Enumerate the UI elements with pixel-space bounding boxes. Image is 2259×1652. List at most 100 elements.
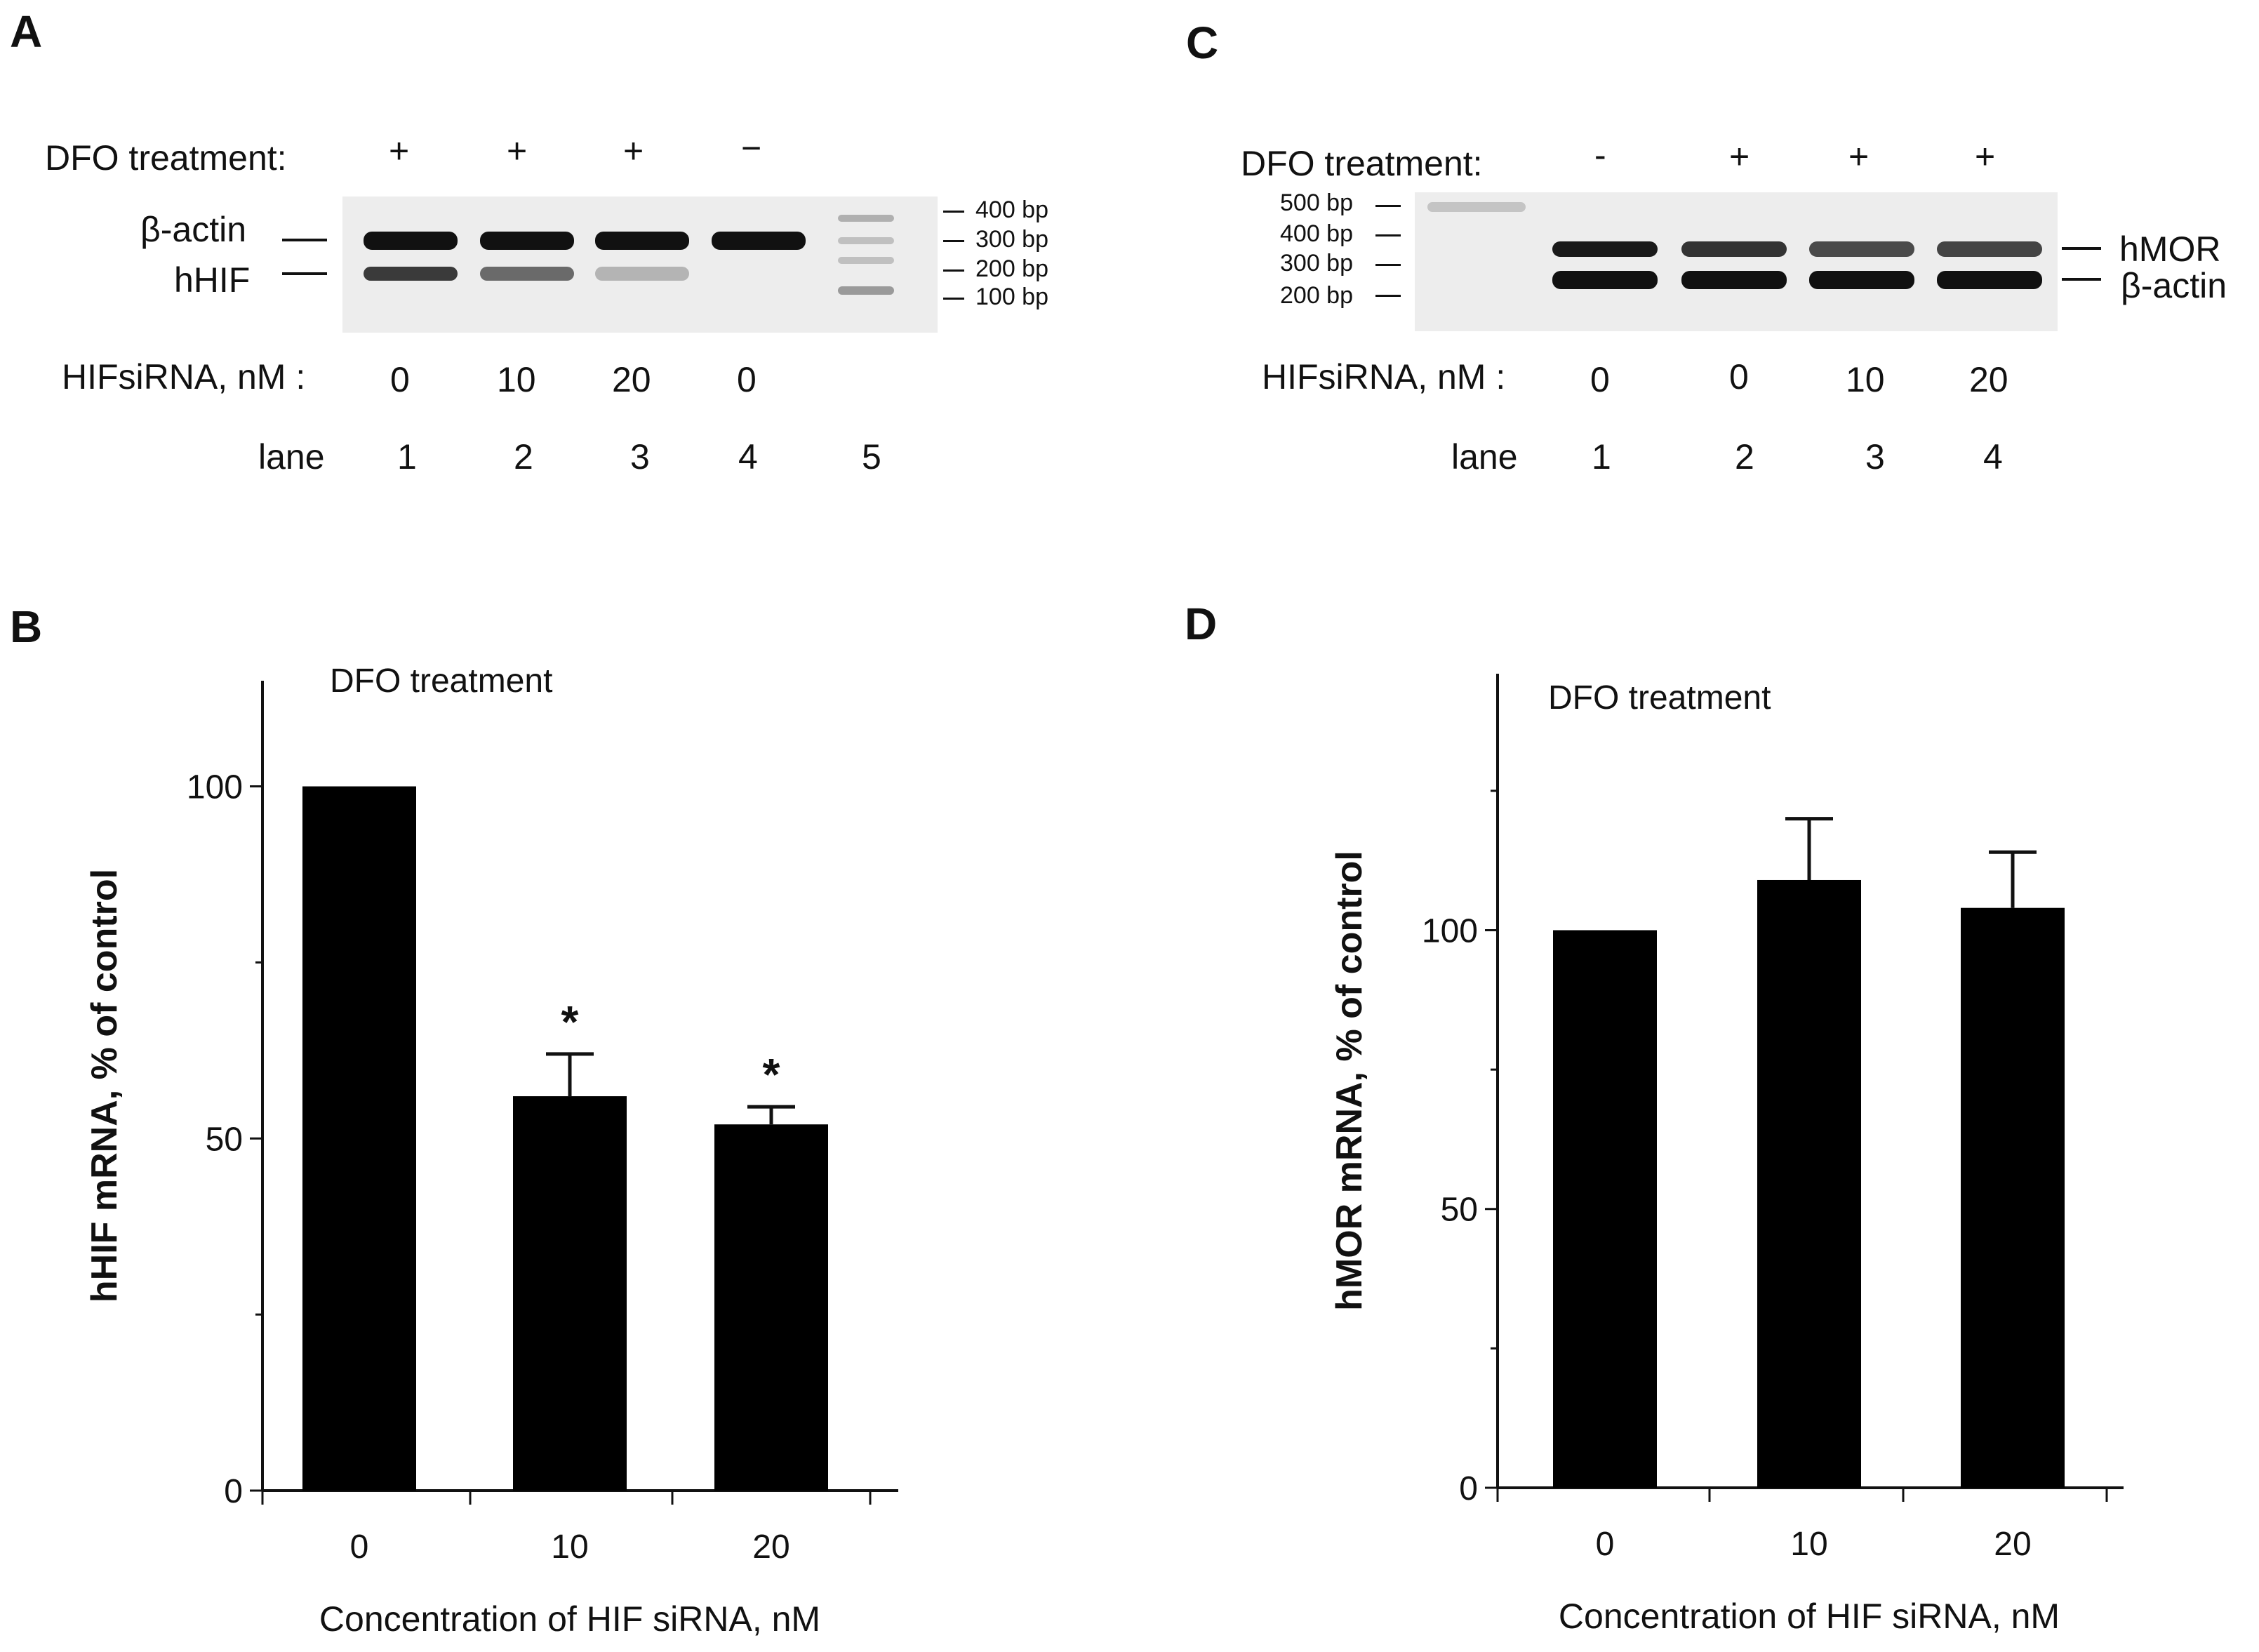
chart-d-xtick-label-10: 10 — [1790, 1526, 1827, 1563]
gel-a-lane1-actin — [364, 232, 458, 250]
chart-b-significance-10: * — [561, 997, 579, 1047]
panel-a-ladder-400: 400 bp — [975, 196, 1048, 223]
panel-d-letter: D — [1185, 599, 1218, 649]
gel-a-lane2-hif — [480, 267, 574, 281]
gel-a-ladder-2 — [838, 237, 894, 244]
chart-b: 0 50 100 0 * 10 * 20 DFO treatment Concentration … — [84, 662, 898, 1639]
panel-a-ladder-tick-200 — [943, 269, 964, 272]
panel-c-lane-4: 4 — [1983, 437, 2003, 477]
panel-a-ladder-tick-400 — [943, 211, 964, 213]
panel-c-dfo-sign-4: + — [1975, 137, 1996, 176]
gel-c-lane2-actin — [1681, 271, 1787, 289]
chart-d-annotation: DFO treatment — [1548, 679, 1771, 717]
chart-d-ytick-label-0: 0 — [1459, 1470, 1478, 1507]
panel-a-letter: A — [10, 6, 43, 57]
panel-a-ladder-200: 200 bp — [975, 255, 1048, 282]
panel-c-lane-2: 2 — [1735, 437, 1754, 477]
panel-a-band-marker-hif — [282, 272, 327, 275]
panel-a-gel — [342, 196, 938, 333]
panel-a-lane-5: 5 — [862, 437, 881, 477]
panel-c-sirna-2: 0 — [1729, 357, 1749, 397]
panel-a-band-label-hif: hHIF — [174, 260, 251, 300]
chart-d: 0 50 100 0 10 20 DFO treatment Concentration of… — [1329, 674, 2124, 1636]
chart-b-y-label: hHIF mRNA, % of control — [84, 869, 125, 1303]
panel-a-dfo-sign-4: − — [741, 128, 762, 168]
panel-c-gel — [1415, 192, 2058, 331]
gel-c-lane3-actin — [1809, 271, 1914, 289]
panel-a-lane-3: 3 — [630, 437, 650, 477]
panel-c-sirna-1: 0 — [1590, 360, 1610, 399]
panel-a-sirna-2: 10 — [497, 360, 536, 399]
chart-d-y-label: hMOR mRNA, % of control — [1329, 851, 1370, 1311]
chart-b-ytick-label-100: 100 — [187, 769, 243, 806]
panel-c-ladder-tick-200 — [1375, 295, 1401, 297]
gel-a-ladder-1 — [838, 215, 894, 222]
chart-b-ytick-label-50: 50 — [206, 1121, 243, 1158]
panel-a-band-marker-actin — [282, 239, 327, 241]
gel-a-ladder-3 — [838, 257, 894, 264]
chart-b-bar-0 — [302, 786, 416, 1491]
panel-a-sirna-4: 0 — [737, 360, 757, 399]
gel-c-ladder-1 — [1427, 202, 1526, 212]
panel-c-dfo-sign-2: + — [1729, 137, 1750, 176]
chart-d-x-label: Concentration of HIF siRNA, nM — [1559, 1597, 2060, 1636]
panel-a-lane-4: 4 — [738, 437, 758, 477]
panel-a-sirna-label: HIFsiRNA, nM : — [62, 357, 306, 397]
panel-c-ladder-tick-400 — [1375, 234, 1401, 237]
panel-a-sirna-1: 0 — [390, 360, 410, 399]
gel-a-lane1-hif — [364, 267, 458, 281]
panel-a-ladder-100: 100 bp — [975, 284, 1048, 310]
panel-a-dfo-sign-2: + — [507, 131, 528, 171]
chart-d-bar-10 — [1757, 879, 1861, 1488]
panel-a-lane-2: 2 — [514, 437, 533, 477]
chart-b-annotation: DFO treatment — [330, 662, 552, 700]
panel-a-lane-1: 1 — [397, 437, 417, 477]
panel-c-ladder-tick-500 — [1375, 205, 1401, 207]
gel-c-lane3-mor — [1809, 241, 1914, 257]
panel-c-ladder-500: 500 bp — [1280, 189, 1353, 216]
chart-d-xtick-label-0: 0 — [1596, 1526, 1615, 1563]
panel-a-dfo-sign-3: + — [623, 131, 644, 171]
chart-b-bar-10 — [513, 1096, 627, 1491]
panel-c-band-label-actin: β-actin — [2121, 266, 2227, 305]
chart-d-ytick-label-50: 50 — [1441, 1192, 1478, 1229]
panel-c-letter: C — [1186, 18, 1219, 68]
panel-c-ladder-300: 300 bp — [1280, 250, 1353, 277]
panel-c-sirna-label: HIFsiRNA, nM : — [1262, 357, 1506, 397]
panel-a-ladder-tick-300 — [943, 240, 964, 242]
panel-c-band-marker-mor — [2062, 247, 2101, 250]
panel-c-ladder-200: 200 bp — [1280, 282, 1353, 309]
panel-a-sirna-3: 20 — [612, 360, 651, 399]
panel-b-letter: B — [10, 601, 43, 652]
panel-a-dfo-label: DFO treatment: — [45, 138, 287, 178]
panel-c-dfo-sign-3: + — [1848, 137, 1870, 176]
panel-c-lane-3: 3 — [1865, 437, 1885, 477]
chart-b-xtick-label-0: 0 — [350, 1528, 369, 1566]
gel-a-lane4-actin — [712, 232, 806, 250]
gel-c-lane1-actin — [1552, 271, 1658, 289]
panel-a-dfo-sign-1: + — [389, 131, 410, 171]
panel-c-ladder-400: 400 bp — [1280, 220, 1353, 247]
panel-a-band-label-actin: β-actin — [140, 210, 247, 249]
gel-a-ladder-4 — [838, 286, 894, 295]
chart-b-bar-20 — [714, 1124, 828, 1491]
chart-b-x-label: Concentration of HIF siRNA, nM — [319, 1599, 820, 1639]
panel-c-dfo-label: DFO treatment: — [1241, 144, 1483, 183]
panel-c-band-label-mor: hMOR — [2119, 229, 2221, 269]
gel-c-lane1-mor — [1552, 241, 1658, 257]
gel-c-lane4-actin — [1937, 271, 2042, 289]
chart-b-xtick-label-20: 20 — [752, 1528, 789, 1566]
chart-b-significance-20: * — [763, 1049, 780, 1100]
panel-a-ladder-tick-100 — [943, 298, 964, 300]
panel-a-ladder-300: 300 bp — [975, 226, 1048, 253]
panel-c-lane-label: lane — [1451, 437, 1518, 477]
gel-a-lane2-actin — [480, 232, 574, 250]
chart-d-xtick-label-20: 20 — [1994, 1526, 2031, 1563]
gel-c-lane4-mor — [1937, 241, 2042, 257]
gel-a-lane3-hif — [595, 267, 689, 281]
chart-d-bar-20 — [1961, 907, 2065, 1488]
panel-c-sirna-4: 20 — [1969, 360, 2008, 399]
chart-b-ytick-label-0: 0 — [224, 1473, 243, 1510]
gel-a-lane3-actin — [595, 232, 689, 250]
panel-c-band-marker-actin — [2062, 278, 2101, 281]
